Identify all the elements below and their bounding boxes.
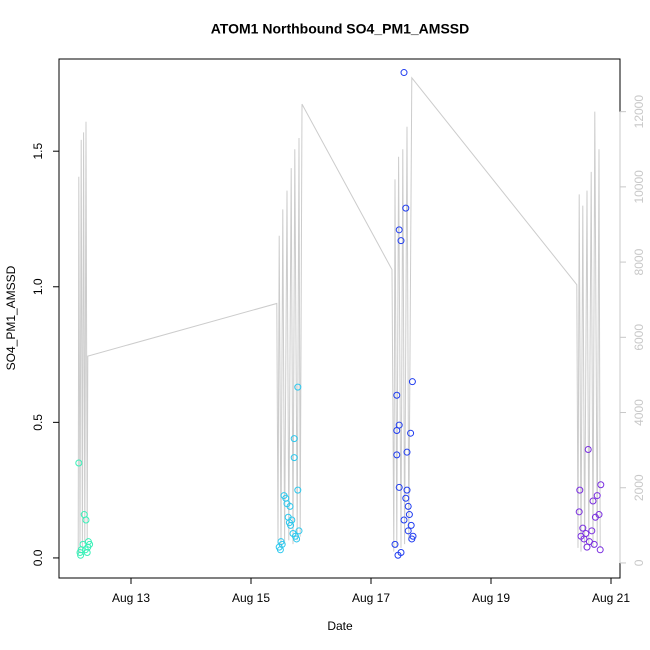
point (397, 237, 405, 245)
point (287, 521, 295, 529)
point (395, 483, 403, 491)
point (276, 546, 284, 554)
point (86, 540, 94, 548)
point (575, 508, 583, 516)
point (593, 492, 601, 500)
point (584, 445, 592, 453)
point (590, 540, 598, 548)
point (402, 204, 410, 212)
point (295, 527, 303, 535)
point (290, 454, 298, 462)
point (583, 543, 591, 551)
point (579, 524, 587, 532)
point (404, 502, 412, 510)
x-tick-label: Aug 13 (112, 591, 150, 605)
point (83, 549, 91, 557)
x-axis-label: Date (327, 619, 353, 633)
point (591, 513, 599, 521)
point (597, 481, 605, 489)
point (596, 546, 604, 554)
point (400, 516, 408, 524)
point (393, 391, 401, 399)
point (589, 497, 597, 505)
y2-tick-label: 6000 (632, 324, 646, 351)
y2-tick-label: 0 (632, 559, 646, 566)
point (82, 516, 90, 524)
point (407, 429, 415, 437)
point (76, 549, 84, 557)
y2-tick-label: 12000 (632, 95, 646, 129)
x-tick-label: Aug 21 (592, 591, 630, 605)
point (391, 540, 399, 548)
point (395, 226, 403, 234)
point (576, 486, 584, 494)
point (408, 378, 416, 386)
point (588, 527, 596, 535)
y2-tick-label: 2000 (632, 474, 646, 501)
point (286, 502, 294, 510)
point (393, 451, 401, 459)
point (75, 459, 83, 467)
x-tick-label: Aug 17 (352, 591, 390, 605)
y2-tick-label: 8000 (632, 248, 646, 275)
y-tick-label: 0.0 (31, 549, 45, 566)
point (294, 383, 302, 391)
point (77, 551, 85, 559)
point (290, 435, 298, 443)
point (580, 535, 588, 543)
chart-title: ATOM1 Northbound SO4_PM1_AMSSD (211, 21, 470, 37)
point (294, 486, 302, 494)
point (405, 511, 413, 519)
point (393, 426, 401, 434)
y-axis-label: SO4_PM1_AMSSD (4, 265, 18, 370)
y-tick-label: 1.5 (31, 143, 45, 160)
x-tick-label: Aug 19 (472, 591, 510, 605)
y-tick-label: 1.0 (31, 278, 45, 295)
line (77, 76, 601, 556)
y2-tick-label: 4000 (632, 399, 646, 426)
point (408, 535, 416, 543)
point (403, 448, 411, 456)
point (400, 69, 408, 77)
point (407, 521, 415, 529)
point (404, 527, 412, 535)
point (293, 535, 301, 543)
x-tick-label: Aug 15 (232, 591, 270, 605)
point (402, 494, 410, 502)
point (394, 551, 402, 559)
point (403, 486, 411, 494)
y-tick-label: 0.5 (31, 414, 45, 431)
y2-tick-label: 10000 (632, 170, 646, 204)
